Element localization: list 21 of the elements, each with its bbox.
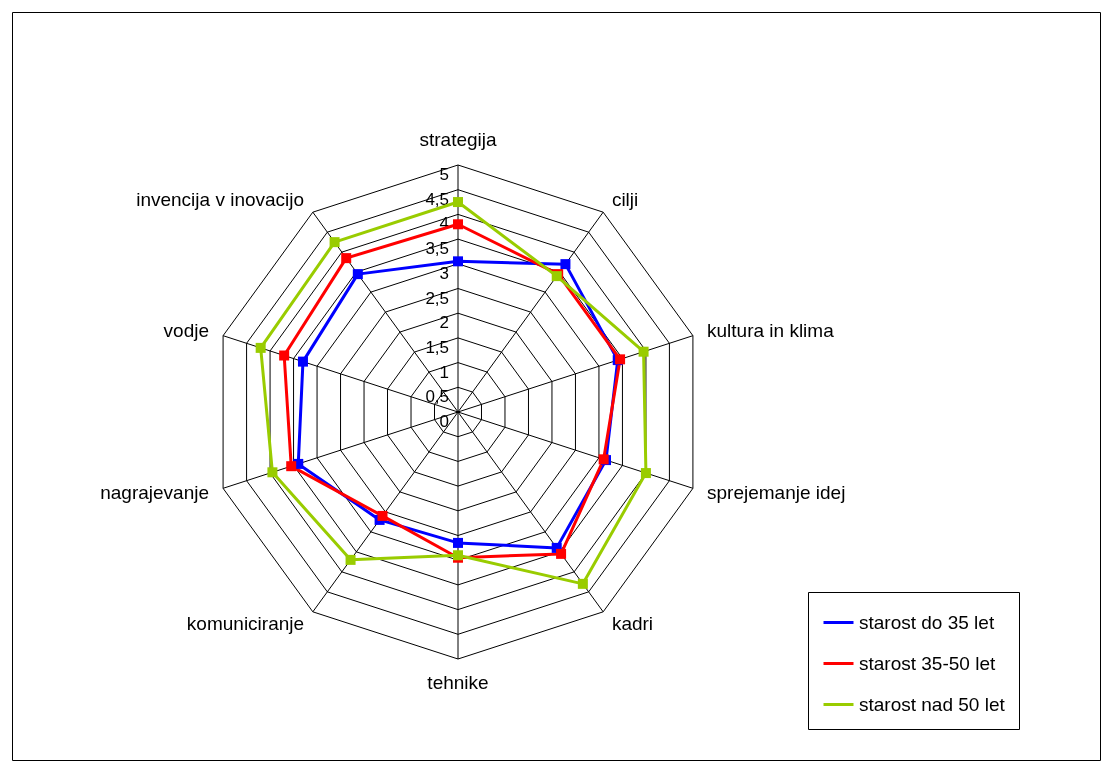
spoke-label: strategija	[419, 129, 497, 151]
y-tick-label: 4,5	[425, 189, 450, 209]
spoke-label: kultura in klima	[707, 320, 835, 342]
y-tick-label: 5	[439, 165, 450, 184]
y-tick-label: 0	[439, 412, 450, 431]
spoke-label: cilji	[611, 189, 639, 211]
legend-label: starost do 35 let	[859, 611, 995, 633]
legend-label: starost nad 50 let	[859, 693, 1006, 715]
spoke-label: invencija v inovacijo	[136, 189, 305, 211]
y-tick-label: 3,5	[425, 239, 450, 259]
y-tick-label: 3	[439, 263, 450, 283]
legend-label: starost 35-50 let	[859, 652, 996, 674]
y-tick-label: 1	[439, 362, 450, 382]
spoke-label: kadri	[611, 612, 654, 634]
spoke-label: tehnike	[427, 671, 489, 693]
spoke-label: nagrajevanje	[100, 481, 209, 503]
y-tick-label: 1,5	[425, 337, 450, 357]
spoke-label: sprejemanje idej	[707, 481, 846, 503]
y-tick-label: 2	[439, 313, 450, 333]
spoke-label: komuniciranje	[186, 612, 305, 634]
spoke-label: vodje	[163, 320, 209, 342]
